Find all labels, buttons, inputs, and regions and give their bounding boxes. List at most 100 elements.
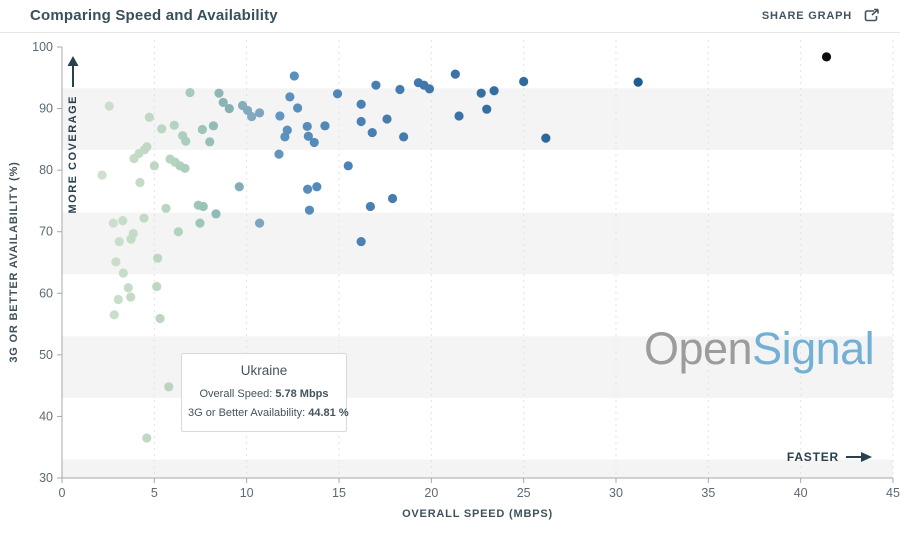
scatter-point[interactable] [293, 103, 303, 113]
scatter-point[interactable] [185, 87, 195, 98]
scatter-point[interactable] [303, 184, 313, 194]
x-tick-label: 45 [886, 486, 900, 500]
scatter-point[interactable] [424, 84, 435, 94]
tooltip-speed-value: 5.78 Mbps [275, 388, 329, 400]
scatter-point[interactable] [382, 114, 392, 124]
scatter-point[interactable] [224, 103, 234, 114]
scatter-point[interactable] [274, 149, 284, 159]
x-axis-title: OVERALL SPEED (MBPS) [402, 508, 553, 520]
scatter-point[interactable] [173, 227, 183, 237]
scatter-point[interactable] [371, 80, 381, 90]
scatter-point[interactable] [149, 161, 159, 171]
scatter-point[interactable] [109, 310, 119, 320]
scatter-point[interactable] [114, 236, 124, 247]
scatter-point[interactable] [367, 127, 377, 138]
tooltip-speed-row: Overall Speed: 5.78 Mbps [199, 388, 329, 400]
scatter-point[interactable] [161, 203, 171, 213]
scatter-point[interactable] [356, 116, 366, 127]
scatter-point[interactable] [208, 121, 219, 131]
scatter-point[interactable] [144, 112, 154, 122]
scatter-point[interactable] [169, 120, 179, 130]
scatter-point[interactable] [181, 136, 191, 146]
scatter-point[interactable] [118, 216, 128, 226]
scatter-point[interactable] [123, 283, 133, 293]
scatter-point[interactable] [153, 253, 163, 263]
scatter-point[interactable] [356, 236, 366, 247]
scatter-point[interactable] [247, 111, 257, 122]
y-tick-label: 40 [39, 409, 53, 423]
watermark-open: Open [644, 323, 753, 374]
scatter-point[interactable] [142, 433, 152, 443]
scatter-point[interactable] [139, 213, 149, 223]
scatter-point[interactable] [476, 88, 486, 98]
scatter-point[interactable] [211, 209, 221, 219]
scatter-point[interactable] [343, 161, 353, 171]
scatter-point[interactable] [108, 218, 118, 228]
y-tick-label: 90 [39, 102, 53, 116]
scatter-point[interactable] [214, 88, 224, 98]
x-tick-label: 0 [59, 486, 66, 500]
scatter-point[interactable] [234, 182, 244, 192]
arrow-up-icon [66, 56, 80, 88]
scatter-point[interactable] [482, 104, 492, 114]
scatter-point[interactable] [365, 201, 375, 212]
scatter-point[interactable] [541, 133, 551, 143]
scatter-point[interactable] [142, 142, 152, 152]
scatter-point[interactable] [195, 218, 205, 228]
scatter-point[interactable] [205, 137, 215, 147]
share-graph-button[interactable]: SHARE GRAPH [758, 6, 884, 25]
faster-annotation: FASTER [787, 450, 872, 464]
scatter-point[interactable] [128, 228, 138, 239]
scatter-point[interactable] [454, 111, 464, 121]
scatter-point[interactable] [118, 268, 128, 278]
y-axis-title: 3G OR BETTER AVAILABILITY (%) [8, 161, 20, 363]
scatter-point[interactable] [180, 163, 190, 173]
scatter-point[interactable] [289, 71, 299, 81]
scatter-point[interactable] [304, 205, 315, 215]
scatter-point[interactable] [332, 89, 343, 99]
y-tick-label: 60 [39, 286, 53, 300]
scatter-point[interactable] [302, 121, 312, 132]
scatter-point[interactable] [254, 108, 265, 118]
scatter-point[interactable] [198, 201, 208, 212]
scatter-point[interactable] [285, 92, 295, 102]
scatter-point[interactable] [135, 177, 145, 188]
scatter-point[interactable] [399, 132, 409, 142]
scatter-point[interactable] [387, 193, 398, 204]
tooltip-availability-value: 44.81 % [308, 406, 349, 419]
scatter-point[interactable] [633, 77, 643, 87]
x-tick-label: 5 [151, 486, 158, 500]
faster-label: FASTER [786, 450, 839, 464]
scatter-point[interactable] [320, 121, 330, 131]
shade-band [62, 459, 893, 478]
scatter-point[interactable] [111, 257, 121, 267]
scatter-point[interactable] [489, 86, 499, 96]
scatter-point[interactable] [126, 292, 136, 302]
scatter-point[interactable] [254, 218, 265, 228]
scatter-point[interactable] [282, 125, 292, 135]
more-coverage-label: MORE COVERAGE [67, 95, 79, 214]
scatter-point[interactable] [104, 101, 114, 111]
scatter-point[interactable] [218, 97, 228, 108]
scatter-point[interactable] [309, 137, 319, 148]
scatter-point[interactable] [519, 76, 529, 87]
scatter-point[interactable] [450, 69, 460, 79]
shade-band [62, 88, 893, 150]
scatter-point[interactable] [152, 281, 162, 292]
x-tick-label: 15 [332, 486, 346, 500]
x-tick-label: 30 [609, 486, 623, 500]
scatter-point[interactable] [157, 124, 167, 134]
scatter-point[interactable] [97, 170, 107, 180]
scatter-point[interactable] [356, 99, 366, 109]
scatter-point[interactable] [821, 52, 832, 62]
scatter-point[interactable] [275, 111, 285, 121]
scatter-point[interactable] [113, 294, 123, 305]
x-tick-label: 35 [701, 486, 715, 500]
scatter-point[interactable] [197, 124, 207, 135]
scatter-point[interactable] [312, 182, 322, 192]
scatter-point[interactable] [395, 84, 405, 95]
scatter-point[interactable] [303, 131, 313, 141]
scatter-point[interactable] [155, 313, 165, 324]
scatter-point-ukraine[interactable] [164, 382, 174, 392]
